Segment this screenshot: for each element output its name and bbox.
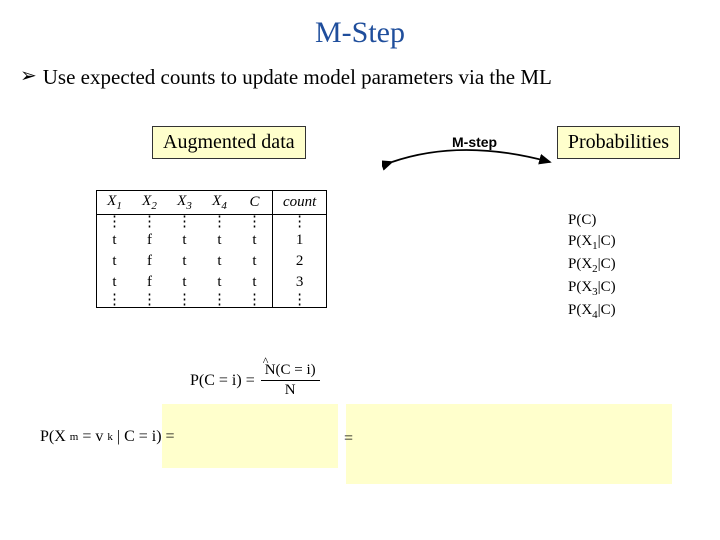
probabilities-label: Probabilities [557, 126, 680, 159]
prob-item: P(X2|C) [568, 256, 616, 275]
table-header-row: X1 X2 X3 X4 C count [97, 191, 327, 215]
mstep-arrow-icon [382, 148, 572, 184]
mstep-label: M-step [452, 134, 497, 150]
prob-item: P(X4|C) [568, 302, 616, 321]
arrow-path [392, 150, 550, 162]
probability-list: P(C) P(X1|C) P(X2|C) P(X3|C) P(X4|C) [568, 212, 616, 325]
augmented-data-label: Augmented data [152, 126, 306, 159]
table-row: t f t t t 1 [97, 230, 327, 251]
col-x3: X3 [167, 191, 202, 215]
bullet-arrow-icon: ➢ [20, 64, 37, 88]
bullet-text: Use expected counts to update model para… [43, 64, 552, 90]
formula-eq: = [344, 430, 353, 448]
table-row: t f t t t 3 [97, 272, 327, 293]
table-row: ⋮ ⋮ ⋮ ⋮ ⋮ ⋮ [97, 293, 327, 308]
formula-pxm: P(Xm = vk | C = i) = [40, 428, 175, 446]
fraction-icon: ^N(C = i) N [261, 362, 320, 399]
slide-title: M-Step [20, 16, 700, 50]
highlight-box-2 [346, 404, 672, 484]
augmented-data-table: X1 X2 X3 X4 C count ⋮ ⋮ ⋮ ⋮ ⋮ ⋮ t f t t [96, 190, 327, 308]
table-row: t f t t t 2 [97, 251, 327, 272]
formula-pc: P(C = i) = ^N(C = i) N [190, 362, 320, 399]
prob-item: P(C) [568, 212, 616, 229]
highlight-box-1 [162, 404, 338, 468]
table-body: ⋮ ⋮ ⋮ ⋮ ⋮ ⋮ t f t t t 1 t f t t t 2 [97, 215, 327, 308]
prob-item: P(X3|C) [568, 279, 616, 298]
col-x1: X1 [97, 191, 133, 215]
prob-item: P(X1|C) [568, 233, 616, 252]
col-x2: X2 [132, 191, 167, 215]
table-row: ⋮ ⋮ ⋮ ⋮ ⋮ ⋮ [97, 215, 327, 230]
col-c: C [237, 191, 273, 215]
bullet-item: ➢ Use expected counts to update model pa… [20, 64, 700, 90]
col-x4: X4 [202, 191, 237, 215]
col-count: count [273, 191, 327, 215]
formula-lhs: P(C = i) = [190, 372, 255, 390]
slide-container: M-Step ➢ Use expected counts to update m… [0, 0, 720, 540]
